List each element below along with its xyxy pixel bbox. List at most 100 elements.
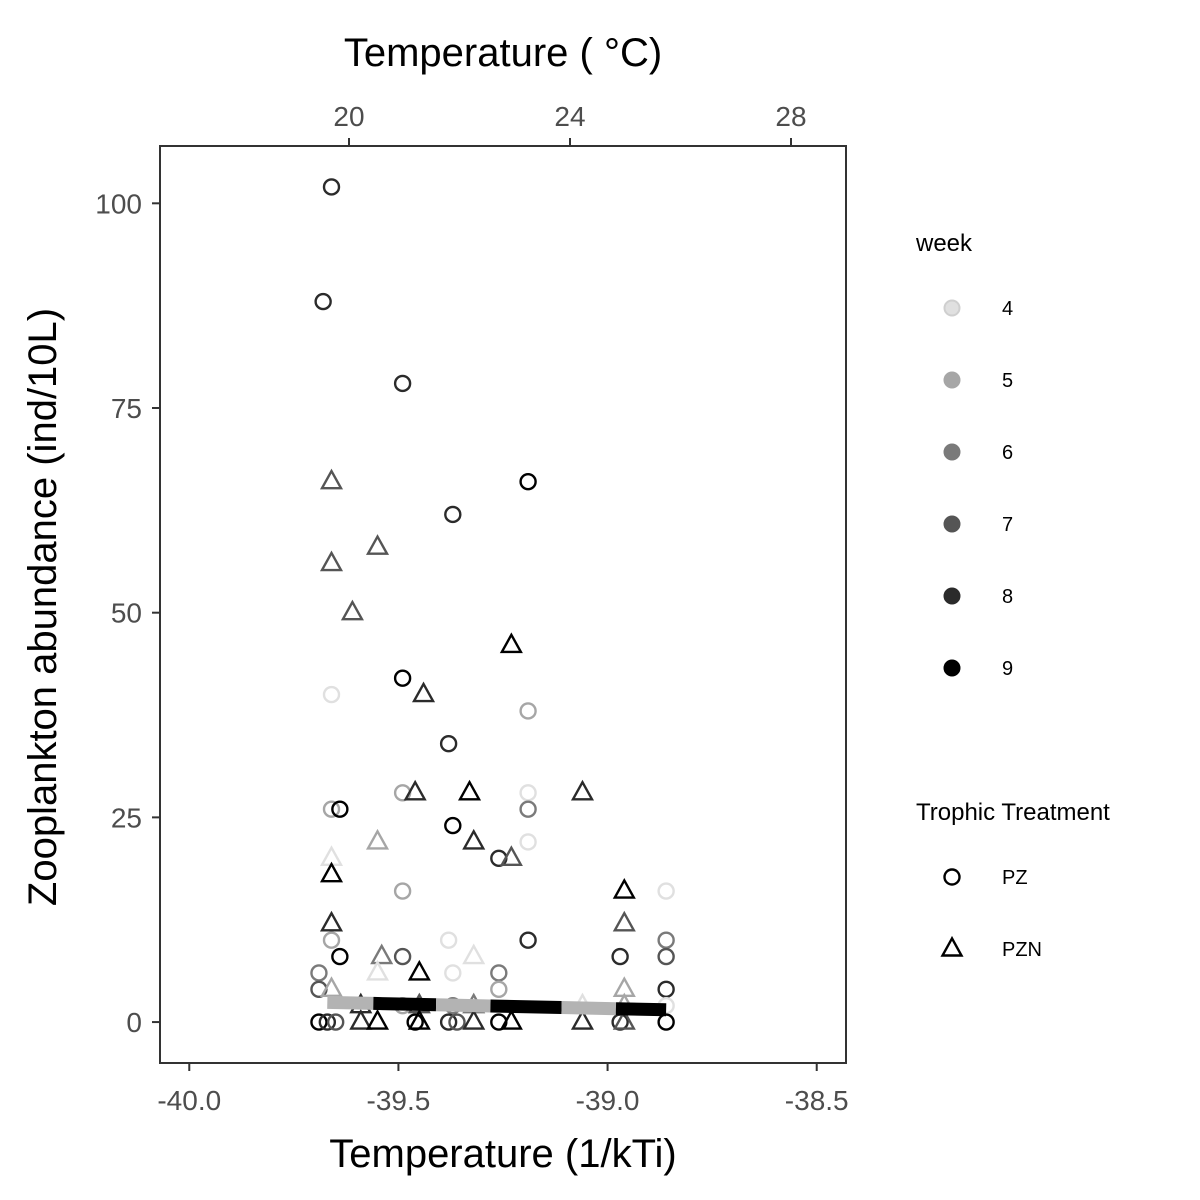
y-tick-label-2: 50 (111, 598, 142, 629)
y-tick-label-3: 75 (111, 393, 142, 424)
x-axis-title: Temperature (1/kTi) (329, 1132, 677, 1176)
point-pz-4 (444, 505, 462, 524)
y-tick-label-4: 100 (95, 188, 142, 219)
point-pz-26 (657, 947, 675, 966)
fit-line-segment-0 (327, 995, 374, 1010)
point-pz-20 (439, 931, 458, 949)
point-pzn-9 (365, 828, 390, 850)
point-pz-17 (393, 882, 412, 900)
point-pz-22 (657, 931, 675, 949)
x2-axis-title: Temperature ( °C) (344, 31, 662, 75)
point-pzn-21 (319, 976, 344, 998)
point-pz-27 (310, 964, 328, 982)
point-pzn-20 (365, 959, 390, 981)
x-tick-label-1: -39.5 (367, 1085, 431, 1116)
point-pzn-13 (319, 861, 344, 883)
point-pz-1 (314, 292, 332, 311)
legend-week-key-5 (943, 371, 961, 389)
point-pzn-15 (319, 910, 344, 932)
legend-week-key-6 (943, 443, 961, 461)
point-pzn-8 (570, 779, 595, 801)
point-pz-23 (331, 947, 349, 966)
point-pz-6 (322, 685, 341, 704)
point-pz-40 (439, 1013, 458, 1031)
point-pzn-30 (407, 1008, 431, 1030)
point-pz-8 (439, 734, 458, 753)
axes: -40.0 -39.5 -39.0 -38.5 20 24 28 0 25 50 75 100 (95, 101, 848, 1116)
point-pz-19 (322, 931, 341, 949)
point-pz-44 (657, 1013, 675, 1031)
point-pz-13 (519, 800, 537, 818)
point-pzn-18 (462, 943, 486, 965)
plot-panel-border (159, 145, 847, 1064)
legend-week-label-9: 9 (1002, 658, 1013, 680)
legend-week-key-8 (943, 587, 961, 605)
point-pzn-16 (612, 910, 636, 932)
point-pz-14 (444, 816, 462, 835)
x-tick-label-3: -38.5 (785, 1085, 849, 1116)
x2-tick-label-0: 20 (333, 101, 364, 132)
point-pz-32 (657, 980, 675, 999)
legend-trophic-label-pzn: PZN (1002, 939, 1042, 961)
point-pzn-17 (370, 943, 394, 965)
point-pzn-10 (462, 828, 486, 850)
point-pz-41 (448, 1013, 466, 1031)
point-pzn-3 (340, 599, 364, 621)
point-pzn-0 (319, 468, 344, 490)
point-pz-15 (519, 833, 537, 851)
plot-marks (310, 178, 675, 1031)
point-pzn-29 (365, 1008, 390, 1030)
y-axis-title: Zooplankton abundance (ind/10L) (21, 308, 65, 906)
point-pz-3 (519, 472, 537, 491)
point-pz-24 (393, 947, 412, 966)
fit-line-segment-2 (435, 998, 491, 1013)
point-pzn-4 (499, 632, 523, 654)
point-pzn-14 (612, 877, 636, 899)
legend-week-label-6: 6 (1002, 442, 1013, 464)
point-pz-25 (611, 947, 629, 966)
legend-trophic-key-pz (943, 868, 961, 886)
x2-tick-label-2: 28 (775, 101, 806, 132)
point-pz-11 (322, 800, 341, 818)
point-pzn-2 (365, 534, 390, 555)
point-pzn-7 (457, 779, 482, 801)
point-pzn-34 (612, 1008, 636, 1030)
point-pz-28 (444, 964, 462, 982)
y-tick-label-1: 25 (111, 802, 142, 833)
point-pzn-19 (407, 959, 431, 981)
legend: week 4 5 6 7 8 9 Trophic Treatment PZ PZN (915, 230, 1110, 961)
point-pz-37 (318, 1013, 337, 1031)
point-pz-18 (657, 882, 675, 900)
legend-week-key-9 (943, 659, 961, 677)
point-pzn-28 (349, 1008, 373, 1030)
point-pzn-5 (411, 681, 436, 703)
point-pz-21 (519, 931, 537, 949)
point-pzn-11 (499, 845, 523, 867)
fit-line-segment-4 (561, 1001, 617, 1016)
point-pzn-1 (319, 550, 344, 572)
point-pzn-33 (570, 1008, 595, 1030)
point-pzn-31 (462, 1008, 486, 1030)
point-pz-0 (322, 178, 341, 196)
point-pz-7 (519, 702, 537, 720)
point-pz-38 (326, 1013, 345, 1031)
x-tick-label-0: -40.0 (157, 1085, 221, 1116)
legend-week-label-7: 7 (1002, 514, 1013, 536)
legend-week-label-8: 8 (1002, 586, 1013, 608)
point-pzn-6 (403, 779, 427, 801)
fit-line-segment-5 (615, 1002, 667, 1017)
point-pz-12 (331, 800, 349, 818)
x-tick-label-2: -39.0 (576, 1085, 640, 1116)
legend-week-label-4: 4 (1002, 298, 1013, 320)
legend-week-title: week (915, 230, 973, 257)
legend-trophic-title: Trophic Treatment (916, 799, 1110, 826)
legend-week-key-7 (943, 515, 961, 533)
x2-tick-label-1: 24 (554, 101, 585, 132)
point-pz-29 (490, 964, 508, 982)
legend-week-label-5: 5 (1002, 370, 1013, 392)
legend-trophic-label-pz: PZ (1002, 867, 1028, 889)
point-pz-5 (393, 669, 412, 687)
point-pz-2 (393, 374, 412, 393)
